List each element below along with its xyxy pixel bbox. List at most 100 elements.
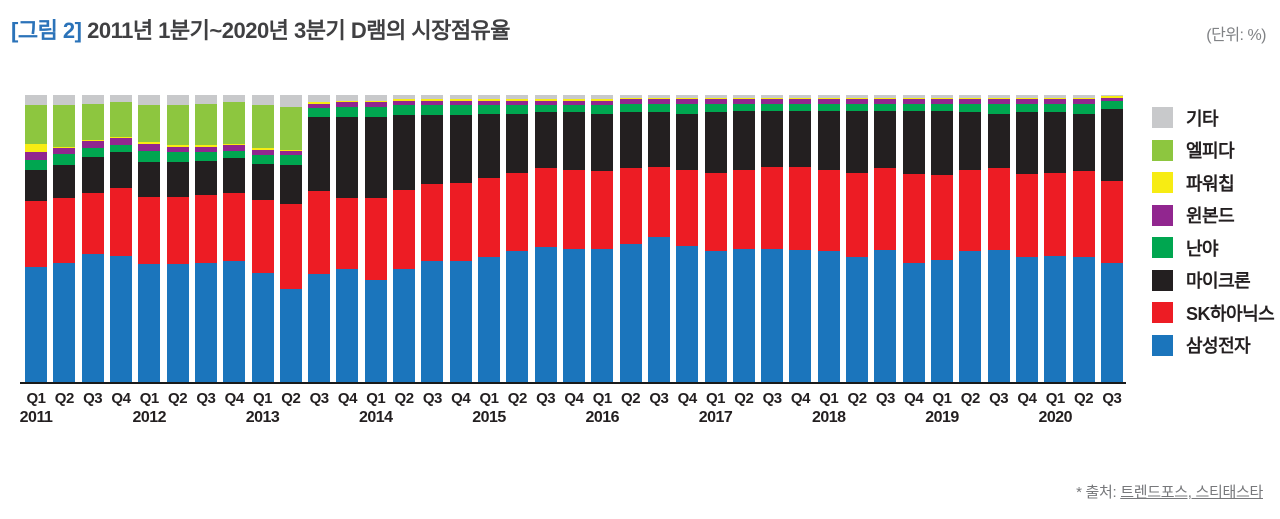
segment-nanya bbox=[138, 151, 161, 163]
x-tick-26: Q2 bbox=[733, 390, 755, 428]
segment-samsung bbox=[619, 244, 642, 382]
segment-others bbox=[251, 95, 274, 106]
segment-winbond bbox=[846, 99, 869, 104]
segment-samsung bbox=[478, 257, 500, 382]
quarter-label: Q4 bbox=[111, 390, 131, 407]
segment-others bbox=[478, 95, 500, 100]
segment-nanya bbox=[251, 155, 274, 164]
segment-micron bbox=[251, 163, 274, 200]
segment-winbond bbox=[902, 99, 925, 104]
segment-others bbox=[109, 95, 132, 103]
x-tick-10: Q2 bbox=[280, 390, 302, 428]
segment-micron bbox=[506, 113, 529, 173]
segment-micron bbox=[817, 110, 840, 170]
stacked-bar-25 bbox=[704, 95, 727, 382]
segment-powerchip bbox=[534, 99, 557, 101]
segment-sk-hynix bbox=[959, 169, 982, 252]
segment-winbond bbox=[761, 99, 784, 104]
source-note: * 출처: 트렌드포스, 스티태스타 bbox=[1076, 481, 1263, 502]
segment-micron bbox=[53, 165, 76, 199]
stacked-bar-12 bbox=[336, 95, 359, 382]
stacked-bar-35 bbox=[987, 95, 1010, 382]
segment-winbond bbox=[591, 100, 614, 106]
segment-micron bbox=[874, 110, 897, 169]
segment-powerchip bbox=[562, 99, 585, 101]
legend-item-nanya: 난야 bbox=[1152, 237, 1274, 259]
figure-number-tag: [그림 2] bbox=[11, 18, 82, 43]
segment-nanya bbox=[223, 150, 246, 159]
segment-micron bbox=[987, 113, 1010, 169]
segment-micron bbox=[336, 116, 359, 199]
segment-nanya bbox=[1100, 100, 1123, 110]
segment-others bbox=[647, 95, 670, 98]
segment-micron bbox=[421, 115, 444, 184]
segment-nanya bbox=[676, 103, 699, 114]
segment-winbond bbox=[931, 99, 953, 104]
legend-item-winbond: 윈본드 bbox=[1152, 204, 1274, 226]
segment-powerchip bbox=[619, 97, 642, 100]
segment-nanya bbox=[194, 152, 217, 162]
segment-elpida bbox=[109, 102, 132, 137]
segment-others bbox=[931, 95, 953, 98]
segment-powerchip bbox=[676, 97, 699, 100]
segment-micron bbox=[619, 112, 642, 169]
legend-label-sk-hynix: SK하아닉스 bbox=[1186, 303, 1275, 324]
stacked-bar-22 bbox=[619, 95, 642, 382]
segment-winbond bbox=[25, 152, 47, 160]
segment-winbond bbox=[393, 100, 416, 106]
segment-powerchip bbox=[109, 136, 132, 139]
quarter-label: Q1 bbox=[26, 390, 46, 407]
stacked-bar-11 bbox=[308, 95, 331, 382]
segment-micron bbox=[194, 161, 217, 196]
segment-winbond bbox=[336, 102, 359, 107]
segment-others bbox=[81, 95, 104, 104]
segment-sk-hynix bbox=[1015, 173, 1038, 258]
segment-others bbox=[874, 95, 897, 98]
segment-powerchip bbox=[817, 97, 840, 100]
stacked-bar-16 bbox=[449, 95, 472, 382]
segment-samsung bbox=[789, 249, 812, 382]
quarter-label: Q2 bbox=[1074, 390, 1094, 407]
stacked-bar-32 bbox=[902, 95, 925, 382]
quarter-label: Q1 bbox=[932, 390, 952, 407]
segment-samsung bbox=[194, 262, 217, 382]
segment-powerchip bbox=[393, 99, 416, 101]
segment-winbond bbox=[732, 99, 755, 104]
segment-samsung bbox=[1044, 255, 1067, 382]
year-label: 2017 bbox=[698, 409, 733, 426]
segment-powerchip bbox=[506, 99, 529, 101]
year-label: 2018 bbox=[811, 409, 846, 426]
stacked-bar-23 bbox=[647, 95, 670, 382]
legend-label-others: 기타 bbox=[1186, 108, 1219, 129]
quarter-label: Q4 bbox=[677, 390, 698, 407]
year-label: 2012 bbox=[132, 409, 167, 426]
segment-sk-hynix bbox=[874, 168, 897, 250]
source-names: 트렌드포스, 스티태스타 bbox=[1120, 484, 1263, 501]
quarter-label: Q1 bbox=[592, 390, 613, 407]
segment-powerchip bbox=[449, 99, 472, 101]
segment-sk-hynix bbox=[138, 196, 161, 265]
x-tick-30: Q2 bbox=[846, 390, 868, 428]
segment-powerchip bbox=[761, 97, 784, 100]
segment-winbond bbox=[449, 100, 472, 106]
legend-item-sk-hynix: SK하아닉스 bbox=[1152, 302, 1275, 324]
segment-nanya bbox=[1044, 103, 1067, 113]
stacked-bar-3 bbox=[81, 95, 104, 382]
segment-powerchip bbox=[25, 143, 47, 153]
segment-others bbox=[364, 95, 387, 101]
legend-label-powerchip: 파워칩 bbox=[1186, 173, 1235, 194]
segment-micron bbox=[25, 169, 47, 202]
x-tick-37: Q1 2020 bbox=[1038, 390, 1072, 428]
segment-samsung bbox=[251, 272, 274, 382]
x-tick-8: Q4 bbox=[223, 390, 245, 428]
segment-samsung bbox=[25, 267, 47, 382]
segment-micron bbox=[647, 112, 670, 167]
segment-winbond bbox=[647, 99, 670, 104]
legend-swatch-others bbox=[1152, 107, 1173, 128]
stacked-bar-6 bbox=[166, 95, 189, 382]
segment-winbond bbox=[1015, 99, 1038, 104]
x-axis-labels: Q1 2011 Q2 Q3 Q4 Q1 2012 Q2 Q3 Q4 Q1 2013 Q2 Q3 Q4 Q1 20… bbox=[20, 390, 1123, 428]
segment-others bbox=[393, 95, 416, 100]
segment-sk-hynix bbox=[53, 198, 76, 263]
legend: 기타 엘피다 파워칩 윈본드 난야 마이크론 SK하아닉스 삼성전자 bbox=[1152, 107, 1275, 367]
